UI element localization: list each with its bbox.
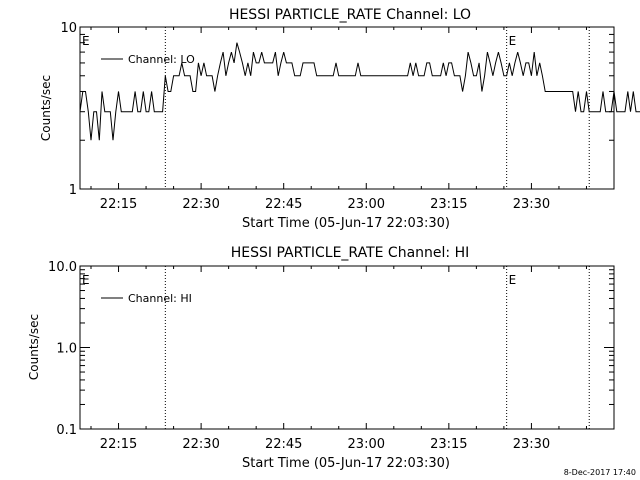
lo-y-axis-label: Counts/sec	[39, 75, 53, 141]
lo-x-tick-label: 22:30	[182, 197, 219, 212]
lo-event-label: E	[82, 34, 90, 48]
hi-x-tick-label: 22:30	[182, 437, 219, 452]
hi-x-tick-label: 23:15	[430, 437, 467, 452]
lo-x-tick-label: 23:30	[513, 197, 550, 212]
hi-channel-panel: HESSI PARTICLE_RATE Channel: HI Counts/s…	[27, 245, 615, 471]
lo-x-tick-label: 22:15	[100, 197, 137, 212]
hi-y-tick-label: 10.0	[48, 260, 77, 275]
lo-x-axis-label: Start Time (05-Jun-17 22:03:30)	[242, 216, 450, 231]
footer-timestamp: 8-Dec-2017 17:40	[564, 468, 636, 477]
lo-event-label: E	[509, 34, 517, 48]
lo-chart-title: HESSI PARTICLE_RATE Channel: LO	[229, 7, 471, 23]
hi-chart-title: HESSI PARTICLE_RATE Channel: HI	[231, 245, 469, 261]
lo-plot-frame	[79, 26, 615, 190]
hi-legend: Channel: HI	[101, 292, 192, 305]
lo-y-tick-label: 10	[60, 21, 77, 36]
lo-y-tick-label: 1	[69, 183, 77, 198]
hi-event-label: E	[509, 273, 517, 287]
hi-x-tick-label: 23:00	[348, 437, 385, 452]
hi-legend-label: Channel: HI	[128, 292, 192, 305]
hi-event-label: E	[82, 273, 90, 287]
lo-channel-panel: HESSI PARTICLE_RATE Channel: LO Counts/s…	[39, 7, 640, 231]
hi-y-tick-label: 1.0	[56, 342, 77, 357]
lo-x-tick-label: 23:00	[348, 197, 385, 212]
hi-y-axis-label: Counts/sec	[27, 314, 41, 380]
hi-x-tick-label: 22:15	[100, 437, 137, 452]
lo-series-line	[79, 42, 640, 141]
lo-x-tick-label: 22:45	[265, 197, 302, 212]
hi-x-tick-label: 22:45	[265, 437, 302, 452]
lo-legend-label: Channel: LO	[128, 53, 195, 66]
hi-x-axis-label: Start Time (05-Jun-17 22:03:30)	[242, 456, 450, 471]
lo-legend: Channel: LO	[101, 53, 195, 66]
lo-x-tick-label: 23:15	[430, 197, 467, 212]
hi-x-tick-label: 23:30	[513, 437, 550, 452]
hi-y-tick-label: 0.1	[56, 423, 77, 438]
